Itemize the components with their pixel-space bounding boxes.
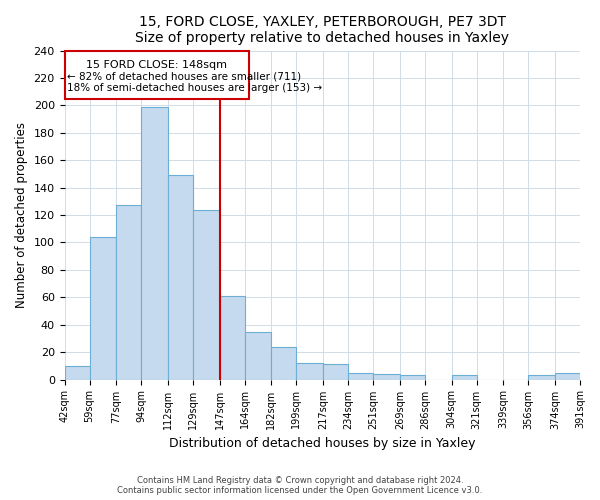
Text: ← 82% of detached houses are smaller (711): ← 82% of detached houses are smaller (71… — [67, 71, 302, 81]
Bar — [193, 210, 220, 380]
Bar — [555, 372, 580, 380]
Bar — [245, 332, 271, 380]
Bar — [65, 366, 89, 380]
Bar — [89, 237, 116, 380]
Bar — [220, 296, 245, 380]
Bar — [348, 372, 373, 380]
Text: 15 FORD CLOSE: 148sqm: 15 FORD CLOSE: 148sqm — [86, 60, 227, 70]
Bar — [142, 106, 168, 380]
Y-axis label: Number of detached properties: Number of detached properties — [15, 122, 28, 308]
Title: 15, FORD CLOSE, YAXLEY, PETERBOROUGH, PE7 3DT
Size of property relative to detac: 15, FORD CLOSE, YAXLEY, PETERBOROUGH, PE… — [135, 15, 509, 45]
Bar — [323, 364, 348, 380]
Bar — [168, 176, 193, 380]
Text: 18% of semi-detached houses are larger (153) →: 18% of semi-detached houses are larger (… — [67, 84, 323, 94]
Bar — [529, 376, 555, 380]
Text: Contains HM Land Registry data © Crown copyright and database right 2024.
Contai: Contains HM Land Registry data © Crown c… — [118, 476, 482, 495]
Bar — [296, 363, 323, 380]
Bar — [373, 374, 400, 380]
Bar — [452, 376, 476, 380]
Bar — [116, 206, 142, 380]
X-axis label: Distribution of detached houses by size in Yaxley: Distribution of detached houses by size … — [169, 437, 476, 450]
Bar — [400, 376, 425, 380]
FancyBboxPatch shape — [65, 50, 249, 98]
Bar — [271, 346, 296, 380]
